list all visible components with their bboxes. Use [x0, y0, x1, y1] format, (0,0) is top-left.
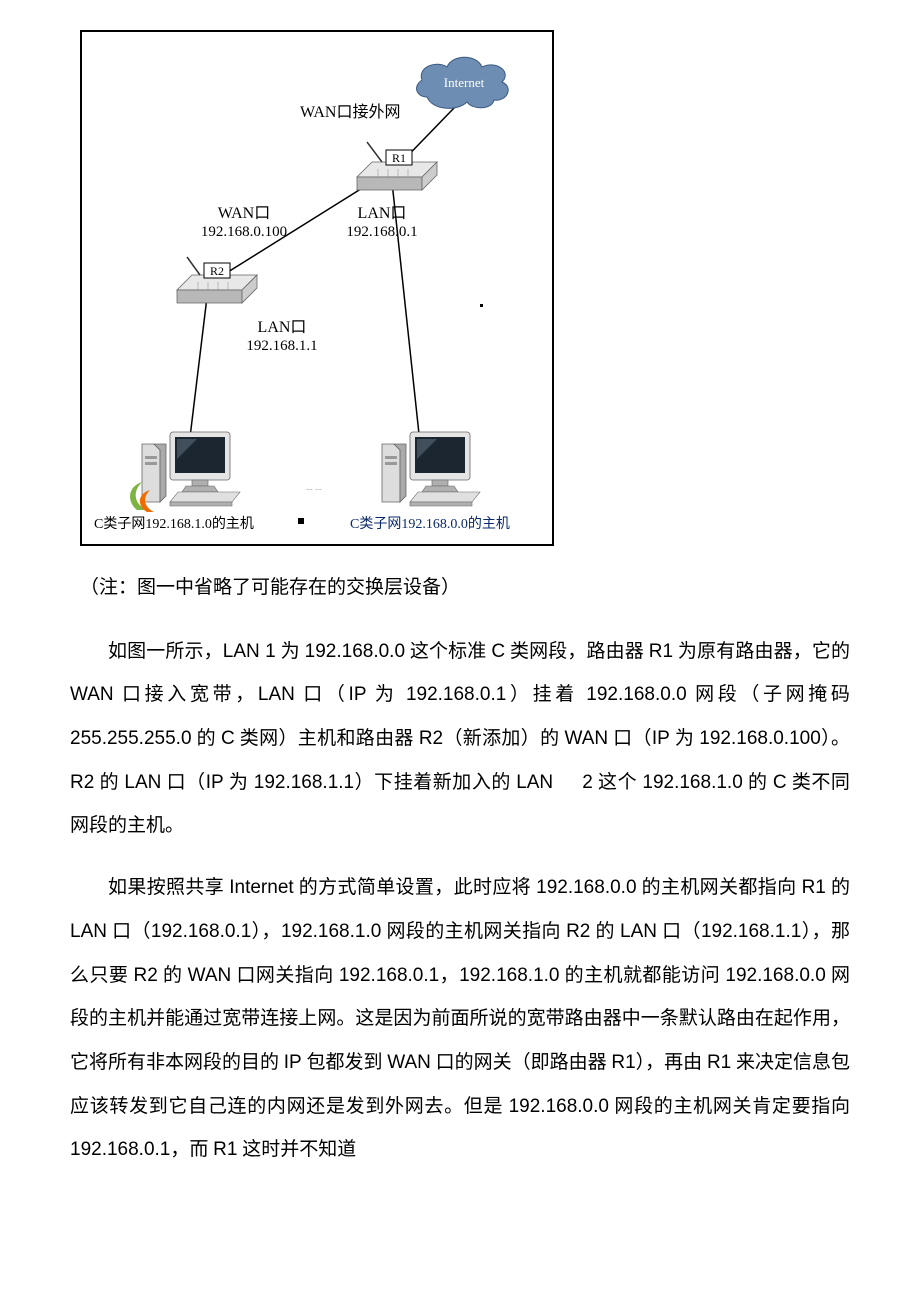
internet-cloud: Internet: [417, 57, 509, 108]
host-left-label: C类子网192.168.1.0的主机: [94, 516, 254, 532]
host-right: [382, 432, 480, 506]
faint-mark: -- --: [306, 484, 322, 495]
router-r1: R1: [357, 142, 437, 190]
svg-text:192.168.1.1: 192.168.1.1: [246, 338, 317, 354]
r1-label: R1: [392, 151, 406, 165]
r1-lan-label: LAN口 192.168.0.1: [346, 205, 417, 240]
svg-text:192.168.0.100: 192.168.0.100: [201, 224, 287, 240]
svg-text:LAN口: LAN口: [358, 205, 407, 222]
host-right-label: C类子网192.168.0.0的主机: [350, 516, 510, 532]
svg-text:LAN口: LAN口: [258, 319, 307, 336]
router-r2: R2: [177, 257, 257, 303]
svg-text:WAN口: WAN口: [218, 205, 270, 222]
r2-label: R2: [210, 264, 224, 278]
paragraph-2: 如果按照共享 Internet 的方式简单设置，此时应将 192.168.0.0…: [70, 866, 850, 1172]
stray-dot: [480, 304, 483, 307]
host-left: [130, 432, 240, 512]
paragraph-1: 如图一所示，LAN 1 为 192.168.0.0 这个标准 C 类网段，路由器…: [70, 630, 850, 848]
r1-wan-label: WAN口 192.168.0.100: [201, 205, 287, 240]
diagram-svg: Internet WAN口接外网 R1: [82, 32, 552, 544]
figure-note: （注：图一中省略了可能存在的交换层设备）: [80, 566, 850, 610]
cloud-label: Internet: [444, 75, 485, 90]
svg-text:192.168.0.1: 192.168.0.1: [346, 224, 417, 240]
r2-lan-label: LAN口 192.168.1.1: [246, 319, 317, 354]
small-square: [298, 518, 304, 524]
document-page: Internet WAN口接外网 R1: [0, 0, 920, 1230]
network-diagram: Internet WAN口接外网 R1: [80, 30, 554, 546]
wan-external-label: WAN口接外网: [300, 103, 400, 121]
